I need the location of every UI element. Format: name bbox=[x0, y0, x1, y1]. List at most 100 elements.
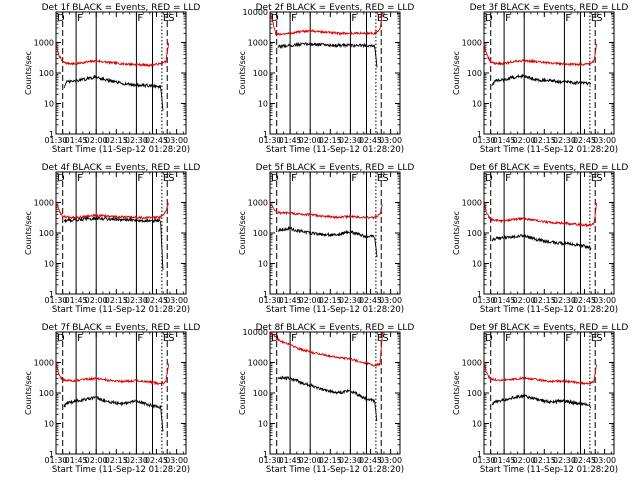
x-tick-label: 02:15 bbox=[533, 136, 556, 145]
lld-series-line bbox=[483, 362, 598, 386]
y-tick-label: 100 bbox=[253, 69, 268, 78]
x-axis-label: Start Time (11-Sep-12 01:28:20) bbox=[480, 465, 618, 475]
x-tick-label: 02:30 bbox=[125, 456, 148, 465]
plot-frame bbox=[269, 171, 401, 295]
x-tick-label: 01:30 bbox=[44, 136, 67, 145]
event-marker-label: F bbox=[137, 13, 143, 24]
event-marker-label: F bbox=[291, 173, 297, 184]
event-marker-label: D bbox=[485, 333, 493, 344]
x-axis-label: Start Time (11-Sep-12 01:28:20) bbox=[52, 465, 190, 475]
lld-series-line bbox=[269, 11, 384, 36]
lld-series-line bbox=[483, 43, 598, 67]
plot-frame bbox=[483, 11, 615, 135]
x-tick-label: 02:00 bbox=[299, 456, 322, 465]
x-tick-label: 02:00 bbox=[299, 296, 322, 305]
x-tick-label: 03:00 bbox=[379, 296, 402, 305]
event-marker-label: S bbox=[596, 173, 602, 184]
event-marker-label: F bbox=[351, 333, 357, 344]
event-marker-label: F bbox=[137, 173, 143, 184]
x-tick-label: 02:00 bbox=[299, 136, 322, 145]
x-tick-label: 02:15 bbox=[105, 136, 128, 145]
y-tick-label: 100 bbox=[39, 389, 54, 398]
lld-series-line bbox=[483, 202, 598, 228]
y-tick-label: 1 bbox=[477, 290, 482, 299]
x-axis-label: Start Time (11-Sep-12 01:28:20) bbox=[52, 305, 190, 315]
event-marker-label: E bbox=[377, 13, 383, 24]
events-series-line bbox=[63, 216, 164, 271]
x-tick-label: 01:30 bbox=[258, 296, 281, 305]
event-marker-label: D bbox=[271, 13, 279, 24]
y-tick-label: 1000 bbox=[248, 359, 268, 368]
event-marker-label: F bbox=[505, 333, 511, 344]
y-axis-label: Counts/sec bbox=[238, 51, 247, 95]
y-tick-label: 1 bbox=[477, 450, 482, 459]
event-marker-label: D bbox=[271, 333, 279, 344]
x-tick-label: 02:45 bbox=[359, 456, 382, 465]
event-marker-label: F bbox=[77, 333, 83, 344]
panel-title: Det 6f BLACK = Events, RED = LLD bbox=[470, 163, 629, 173]
event-marker-label: E bbox=[591, 333, 597, 344]
events-series-line bbox=[491, 394, 592, 409]
y-tick-label: 10000 bbox=[243, 8, 268, 17]
event-marker-label: F bbox=[77, 13, 83, 24]
x-tick-label: 01:45 bbox=[65, 296, 88, 305]
x-tick-label: 01:45 bbox=[65, 456, 88, 465]
events-series-line bbox=[277, 375, 378, 422]
event-marker-label: E bbox=[591, 13, 597, 24]
event-marker-label: S bbox=[382, 333, 388, 344]
detector-panel: Det 6f BLACK = Events, RED = LLD 1 10 100 10… bbox=[452, 163, 628, 315]
x-tick-label: 02:45 bbox=[145, 296, 168, 305]
y-axis-label: Counts/sec bbox=[452, 51, 461, 95]
y-tick-label: 100 bbox=[253, 229, 268, 238]
x-tick-label: 03:00 bbox=[165, 136, 188, 145]
event-marker-label: E bbox=[163, 333, 169, 344]
y-axis-label: Counts/sec bbox=[238, 211, 247, 255]
y-tick-label: 1000 bbox=[462, 359, 482, 368]
x-axis-label: Start Time (11-Sep-12 01:28:20) bbox=[266, 305, 404, 315]
y-tick-label: 10000 bbox=[243, 328, 268, 337]
event-marker-label: F bbox=[291, 333, 297, 344]
plot-frame bbox=[483, 171, 615, 295]
x-tick-label: 03:00 bbox=[379, 136, 402, 145]
detector-panel: Det 4f BLACK = Events, RED = LLD 1 10 100 10… bbox=[24, 163, 200, 315]
event-marker-label: D bbox=[57, 13, 65, 24]
x-tick-label: 02:15 bbox=[105, 296, 128, 305]
x-tick-label: 01:30 bbox=[472, 456, 495, 465]
y-tick-label: 10 bbox=[258, 100, 268, 109]
y-tick-label: 1 bbox=[49, 290, 54, 299]
x-tick-label: 02:45 bbox=[145, 136, 168, 145]
x-tick-label: 01:45 bbox=[493, 456, 516, 465]
events-series-line bbox=[277, 226, 378, 257]
panel-title: Det 1f BLACK = Events, RED = LLD bbox=[42, 3, 201, 13]
y-tick-label: 10 bbox=[44, 100, 54, 109]
x-tick-label: 02:00 bbox=[85, 136, 108, 145]
event-marker-label: F bbox=[351, 13, 357, 24]
y-tick-label: 10 bbox=[44, 260, 54, 269]
event-marker-label: E bbox=[377, 173, 383, 184]
detector-panel: Det 3f BLACK = Events, RED = LLD 1 10 100 10… bbox=[452, 3, 628, 155]
lld-series-line bbox=[55, 362, 170, 386]
event-marker-label: S bbox=[168, 333, 174, 344]
x-tick-label: 02:00 bbox=[513, 456, 536, 465]
x-tick-label: 02:15 bbox=[105, 456, 128, 465]
x-tick-label: 02:15 bbox=[319, 136, 342, 145]
event-marker-label: D bbox=[57, 173, 65, 184]
event-marker-label: F bbox=[351, 173, 357, 184]
x-axis-label: Start Time (11-Sep-12 01:28:20) bbox=[480, 305, 618, 315]
y-tick-label: 10 bbox=[258, 260, 268, 269]
x-tick-label: 02:45 bbox=[359, 136, 382, 145]
events-series-line bbox=[63, 395, 164, 432]
y-tick-label: 1000 bbox=[248, 39, 268, 48]
x-tick-label: 02:45 bbox=[573, 456, 596, 465]
panel-title: Det 4f BLACK = Events, RED = LLD bbox=[42, 163, 201, 173]
y-axis-label: Counts/sec bbox=[24, 51, 33, 95]
x-tick-label: 01:45 bbox=[279, 456, 302, 465]
event-marker-label: D bbox=[57, 333, 65, 344]
x-tick-label: 01:30 bbox=[472, 136, 495, 145]
detector-panel: Det 9f BLACK = Events, RED = LLD 1 10 100 10… bbox=[452, 323, 628, 475]
y-tick-label: 1 bbox=[49, 450, 54, 459]
plot-frame bbox=[55, 171, 187, 295]
x-tick-label: 02:00 bbox=[85, 456, 108, 465]
x-tick-label: 01:30 bbox=[44, 296, 67, 305]
detector-panel: Det 5f BLACK = Events, RED = LLD 1 10 100 10… bbox=[238, 163, 414, 315]
